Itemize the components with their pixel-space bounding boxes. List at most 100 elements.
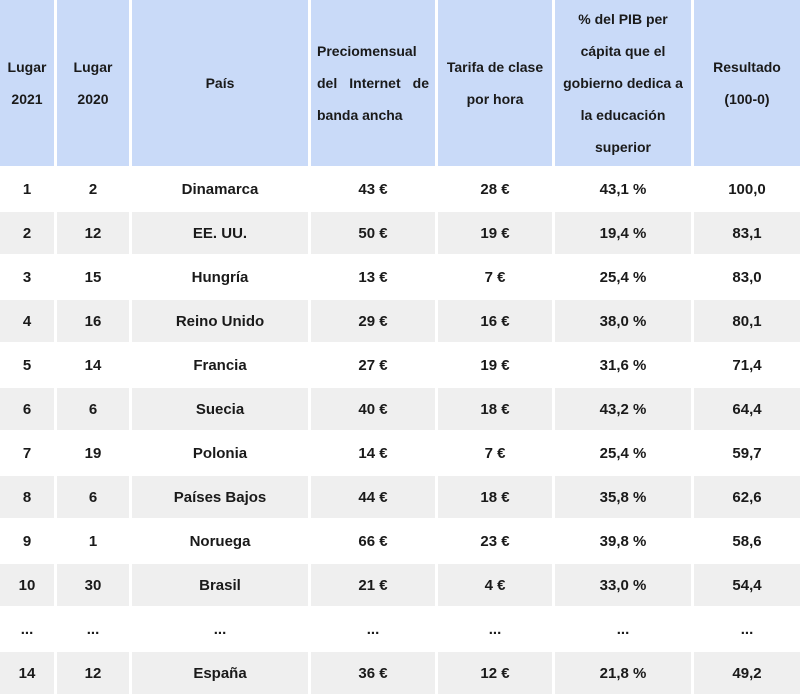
- column-header-resultado: Resultado (100-0): [694, 0, 800, 166]
- cell-pib-educacion: ...: [555, 608, 691, 650]
- column-header-lugar-2021: Lugar 2021: [0, 0, 54, 166]
- cell-resultado: 59,7: [694, 432, 800, 474]
- header-row: Lugar 2021 Lugar 2020 País Preciomensual de…: [0, 0, 800, 166]
- table-row: 9 1 Noruega 66 €23 €39,8 % 58,6: [0, 520, 800, 562]
- table-row: 2 12 EE. UU. 50 €19 €19,4 % 83,1: [0, 212, 800, 254]
- cell-lugar-2020: 14: [57, 344, 129, 386]
- cell-resultado: ...: [694, 608, 800, 650]
- table-row: 14 12 España 36 €12 €21,8 % 49,2: [0, 652, 800, 694]
- cell-resultado: 62,6: [694, 476, 800, 518]
- cell-resultado: 58,6: [694, 520, 800, 562]
- cell-precio-internet: 27 €: [311, 344, 435, 386]
- cell-tarifa-clase: 19 €: [438, 344, 552, 386]
- cell-pais: Hungría: [132, 256, 308, 298]
- table-row: 6 6 Suecia 40 €18 €43,2 % 64,4: [0, 388, 800, 430]
- table-row: 4 16 Reino Unido 29 €16 €38,0 % 80,1: [0, 300, 800, 342]
- cell-pais: Países Bajos: [132, 476, 308, 518]
- cell-tarifa-clase: ...: [438, 608, 552, 650]
- cell-tarifa-clase: 4 €: [438, 564, 552, 606]
- cell-pib-educacion: 39,8 %: [555, 520, 691, 562]
- cell-tarifa-clase: 18 €: [438, 476, 552, 518]
- cell-tarifa-clase: 18 €: [438, 388, 552, 430]
- cell-pais: Dinamarca: [132, 168, 308, 210]
- table-row: 8 6 Países Bajos 44 €18 €35,8 % 62,6: [0, 476, 800, 518]
- cell-pais: Francia: [132, 344, 308, 386]
- cell-precio-internet: 66 €: [311, 520, 435, 562]
- cell-precio-internet: ...: [311, 608, 435, 650]
- table-row: 7 19 Polonia 14 €7 €25,4 % 59,7: [0, 432, 800, 474]
- column-header-pib-educacion: % del PIB per cápita que el gobierno ded…: [555, 0, 691, 166]
- cell-resultado: 71,4: [694, 344, 800, 386]
- column-header-lugar-2020: Lugar 2020: [57, 0, 129, 166]
- cell-pib-educacion: 25,4 %: [555, 256, 691, 298]
- cell-precio-internet: 44 €: [311, 476, 435, 518]
- cell-lugar-2020: 19: [57, 432, 129, 474]
- cell-lugar-2020: 6: [57, 388, 129, 430]
- cell-pib-educacion: 35,8 %: [555, 476, 691, 518]
- cell-precio-internet: 36 €: [311, 652, 435, 694]
- cell-tarifa-clase: 28 €: [438, 168, 552, 210]
- cell-lugar-2020: 6: [57, 476, 129, 518]
- column-header-precio-internet: Preciomensual del Internet de banda anch…: [311, 0, 435, 166]
- cell-pais: EE. UU.: [132, 212, 308, 254]
- cell-lugar-2021: 3: [0, 256, 54, 298]
- cell-precio-internet: 40 €: [311, 388, 435, 430]
- cell-precio-internet: 43 €: [311, 168, 435, 210]
- cell-tarifa-clase: 23 €: [438, 520, 552, 562]
- cell-resultado: 83,0: [694, 256, 800, 298]
- cell-pib-educacion: 43,1 %: [555, 168, 691, 210]
- cell-lugar-2021: 9: [0, 520, 54, 562]
- cell-lugar-2021: 7: [0, 432, 54, 474]
- cell-pais: España: [132, 652, 308, 694]
- cell-pib-educacion: 19,4 %: [555, 212, 691, 254]
- cell-precio-internet: 29 €: [311, 300, 435, 342]
- table-row: .....................: [0, 608, 800, 650]
- cell-pib-educacion: 21,8 %: [555, 652, 691, 694]
- cell-lugar-2021: ...: [0, 608, 54, 650]
- cell-lugar-2020: ...: [57, 608, 129, 650]
- cell-pais: Reino Unido: [132, 300, 308, 342]
- cell-tarifa-clase: 12 €: [438, 652, 552, 694]
- cell-lugar-2021: 8: [0, 476, 54, 518]
- table-row: 3 15 Hungría 13 €7 €25,4 % 83,0: [0, 256, 800, 298]
- table-row: 10 30 Brasil 21 €4 €33,0 % 54,4: [0, 564, 800, 606]
- cell-precio-internet: 13 €: [311, 256, 435, 298]
- table-row: 1 2 Dinamarca 43 €28 €43,1 % 100,0: [0, 168, 800, 210]
- table-body: 1 2 Dinamarca 43 €28 €43,1 % 100,0 2 12 EE. UU.…: [0, 168, 800, 694]
- cell-precio-internet: 50 €: [311, 212, 435, 254]
- cell-pais: Suecia: [132, 388, 308, 430]
- cell-resultado: 83,1: [694, 212, 800, 254]
- cell-pais: ...: [132, 608, 308, 650]
- cell-pib-educacion: 38,0 %: [555, 300, 691, 342]
- cell-lugar-2020: 15: [57, 256, 129, 298]
- cell-pais: Noruega: [132, 520, 308, 562]
- cell-pib-educacion: 25,4 %: [555, 432, 691, 474]
- cell-tarifa-clase: 19 €: [438, 212, 552, 254]
- cell-lugar-2021: 4: [0, 300, 54, 342]
- cell-tarifa-clase: 7 €: [438, 256, 552, 298]
- cell-resultado: 80,1: [694, 300, 800, 342]
- cell-lugar-2021: 2: [0, 212, 54, 254]
- cell-resultado: 100,0: [694, 168, 800, 210]
- cell-tarifa-clase: 16 €: [438, 300, 552, 342]
- column-header-pais: País: [132, 0, 308, 166]
- cell-resultado: 49,2: [694, 652, 800, 694]
- cell-pib-educacion: 43,2 %: [555, 388, 691, 430]
- cell-lugar-2020: 16: [57, 300, 129, 342]
- cell-lugar-2020: 2: [57, 168, 129, 210]
- cell-lugar-2020: 12: [57, 652, 129, 694]
- cell-lugar-2021: 6: [0, 388, 54, 430]
- cell-pais: Polonia: [132, 432, 308, 474]
- cell-tarifa-clase: 7 €: [438, 432, 552, 474]
- cell-lugar-2021: 5: [0, 344, 54, 386]
- cell-lugar-2021: 10: [0, 564, 54, 606]
- cell-precio-internet: 21 €: [311, 564, 435, 606]
- table-row: 5 14 Francia 27 €19 €31,6 % 71,4: [0, 344, 800, 386]
- cell-pais: Brasil: [132, 564, 308, 606]
- cell-precio-internet: 14 €: [311, 432, 435, 474]
- cell-lugar-2020: 30: [57, 564, 129, 606]
- column-header-tarifa-clase: Tarifa de clase por hora: [438, 0, 552, 166]
- table-header: Lugar 2021 Lugar 2020 País Preciomensual de…: [0, 0, 800, 166]
- cell-lugar-2021: 1: [0, 168, 54, 210]
